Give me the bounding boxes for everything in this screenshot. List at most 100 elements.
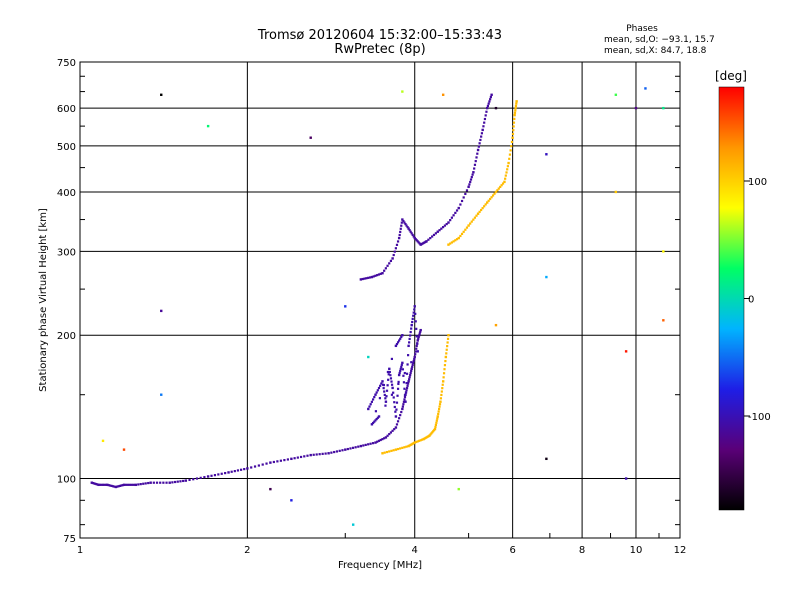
data-point	[126, 483, 130, 486]
data-point	[503, 180, 506, 184]
data-point	[624, 477, 628, 480]
data-point	[159, 481, 162, 484]
data-point	[391, 257, 394, 260]
data-point	[410, 232, 413, 235]
x-axis-label: Frequency [MHz]	[338, 560, 422, 571]
data-point	[442, 226, 445, 229]
data-point	[415, 440, 418, 444]
x-axis-ticks: 1 2 4 6 8 10 12	[77, 545, 687, 556]
data-point	[469, 222, 472, 225]
data-point	[367, 443, 370, 446]
data-point	[460, 199, 464, 203]
data-point	[408, 376, 411, 379]
data-point	[179, 480, 182, 483]
data-point	[415, 327, 418, 330]
data-point	[132, 483, 135, 486]
data-point	[330, 451, 333, 454]
data-point	[483, 205, 486, 208]
data-point	[382, 387, 385, 390]
data-point	[367, 407, 370, 411]
data-point	[333, 450, 336, 454]
data-point	[351, 446, 355, 449]
data-point	[441, 383, 444, 386]
data-point	[359, 278, 363, 281]
data-point	[380, 382, 383, 385]
data-point	[440, 390, 443, 393]
data-point	[149, 481, 152, 484]
data-point	[460, 232, 464, 236]
data-point	[437, 412, 440, 416]
data-point	[384, 404, 387, 407]
data-point	[399, 227, 402, 230]
data-point	[406, 354, 410, 357]
data-point	[315, 453, 318, 456]
data-point	[386, 434, 389, 437]
data-point	[406, 384, 409, 387]
data-point	[94, 482, 97, 485]
colorbar-ticks: -100 0 100	[744, 177, 771, 423]
data-point	[435, 421, 438, 424]
data-point	[389, 377, 393, 380]
data-point	[376, 274, 379, 277]
data-point	[513, 113, 516, 117]
data-point	[369, 442, 372, 445]
data-point	[400, 365, 403, 368]
data-point	[499, 185, 502, 189]
data-point	[490, 93, 493, 96]
data-point	[444, 359, 447, 363]
data-point	[402, 400, 406, 403]
data-point	[377, 386, 381, 390]
data-point	[445, 352, 448, 355]
data-point	[404, 391, 408, 394]
data-point	[403, 221, 406, 224]
data-point	[494, 323, 498, 327]
data-point	[403, 446, 406, 449]
data-point	[412, 314, 415, 317]
data-point	[410, 369, 413, 373]
data-point	[367, 276, 370, 279]
x-tick-label: 4	[412, 545, 418, 556]
data-point	[500, 184, 503, 187]
data-point	[493, 192, 496, 195]
data-point	[384, 436, 388, 439]
data-point	[416, 342, 419, 345]
data-point	[455, 238, 459, 241]
data-point	[199, 476, 202, 479]
data-point	[409, 330, 412, 334]
data-point	[250, 466, 253, 469]
data-point	[401, 446, 404, 449]
data-point	[137, 483, 140, 486]
data-point	[412, 361, 415, 365]
data-point	[369, 403, 372, 406]
data-point	[400, 221, 403, 224]
data-point	[363, 277, 366, 280]
data-point	[480, 135, 483, 138]
data-point	[410, 361, 413, 364]
data-point	[117, 485, 120, 488]
data-point	[293, 457, 296, 460]
data-point	[497, 187, 500, 190]
data-point	[341, 449, 344, 452]
data-point	[408, 337, 411, 341]
data-point	[383, 451, 386, 454]
colorbar-tick-label: -100	[748, 412, 771, 423]
data-point	[390, 380, 393, 383]
data-point	[478, 210, 481, 213]
data-point	[439, 400, 442, 403]
data-point	[464, 192, 467, 196]
data-point	[472, 171, 475, 174]
phases-line-o: mean, sd,O: −93.1, 15.7	[604, 35, 715, 45]
data-point	[383, 390, 386, 393]
data-point	[324, 452, 327, 455]
data-point	[394, 410, 397, 413]
data-point	[415, 335, 418, 338]
data-point	[418, 439, 421, 442]
data-point	[392, 253, 395, 257]
data-point	[431, 431, 434, 434]
data-point	[436, 415, 439, 418]
data-point	[402, 219, 405, 223]
data-point	[344, 448, 347, 451]
data-point	[446, 341, 449, 344]
data-point	[459, 203, 462, 206]
data-point	[433, 427, 437, 431]
